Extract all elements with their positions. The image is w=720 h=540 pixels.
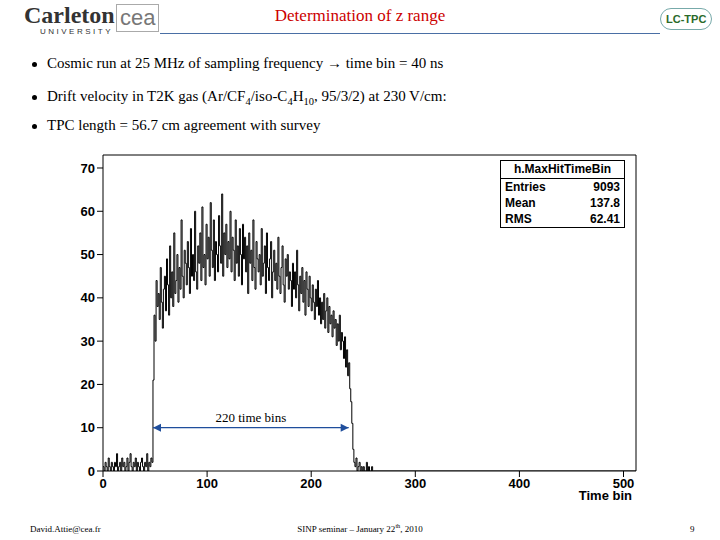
svg-text:10: 10 bbox=[81, 420, 95, 435]
html-text:RMS: RMS bbox=[505, 212, 532, 226]
html-text:LC-TPC: LC-TPC bbox=[666, 13, 707, 25]
html-text:Carleton: Carleton bbox=[24, 2, 115, 28]
html-text:62.41: 62.41 bbox=[590, 212, 620, 226]
html-text:Determination of z range: Determination of z range bbox=[274, 6, 446, 25]
svg-text:30: 30 bbox=[81, 334, 95, 349]
html-text:SINP seminar – January 22th, 2: SINP seminar – January 22th, 2010 bbox=[297, 522, 423, 534]
html-text:Mean: Mean bbox=[505, 196, 536, 210]
svg-text:500: 500 bbox=[612, 476, 635, 492]
html-text:cea: cea bbox=[120, 5, 156, 30]
html-text:UNIVERSITY: UNIVERSITY bbox=[40, 27, 113, 36]
html-text:Drift velocity in T2K gas (Ar/: Drift velocity in T2K gas (Ar/CF4/iso-C4… bbox=[47, 88, 447, 107]
svg-text:100: 100 bbox=[196, 476, 218, 491]
svg-text:200: 200 bbox=[300, 476, 322, 491]
svg-text:220 time bins: 220 time bins bbox=[215, 410, 286, 425]
svg-text:60: 60 bbox=[81, 204, 95, 219]
html-text:TPC length = 56.7 cm agreement: TPC length = 56.7 cm agreement with surv… bbox=[47, 117, 321, 133]
svg-text:0: 0 bbox=[88, 464, 95, 479]
svg-text:0: 0 bbox=[99, 476, 106, 491]
html-text:137.8: 137.8 bbox=[590, 196, 620, 210]
html-text:Entries: Entries bbox=[505, 180, 546, 194]
svg-text:300: 300 bbox=[404, 476, 426, 491]
svg-text:400: 400 bbox=[509, 476, 531, 491]
html-text:9093: 9093 bbox=[593, 180, 620, 194]
html-text:Cosmic run at 25 MHz of sampli: Cosmic run at 25 MHz of sampling frequen… bbox=[47, 55, 444, 71]
svg-text:70: 70 bbox=[81, 161, 95, 176]
html-text:Time bin: Time bin bbox=[578, 488, 632, 503]
html-text:David.Attie@cea.fr: David.Attie@cea.fr bbox=[30, 524, 101, 534]
svg-text:40: 40 bbox=[81, 290, 95, 305]
html-text:h.MaxHitTimeBin: h.MaxHitTimeBin bbox=[513, 162, 612, 176]
html-text:9: 9 bbox=[690, 524, 695, 534]
svg-text:20: 20 bbox=[81, 377, 95, 392]
svg-text:50: 50 bbox=[81, 247, 95, 262]
